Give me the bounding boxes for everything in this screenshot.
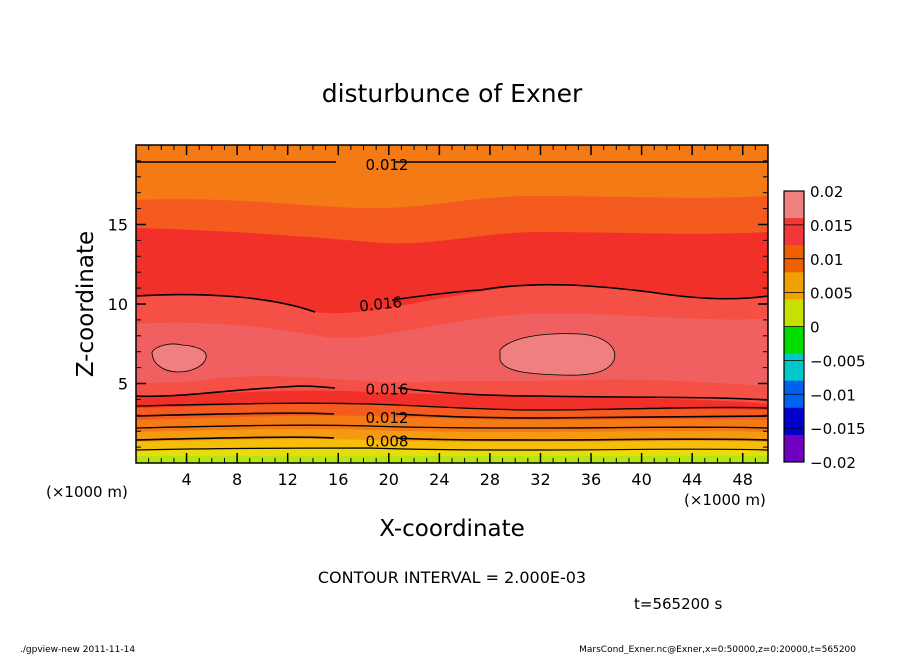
- band-max-right: [499, 333, 616, 376]
- x-tick-label: 20: [379, 470, 399, 489]
- contour-line-0.016-upper: [135, 283, 769, 313]
- x-unit-right: (×1000 m): [684, 491, 766, 509]
- colorbar-swatch: [784, 407, 804, 436]
- contour-interval-text: CONTOUR INTERVAL = 2.000E-03: [318, 568, 586, 587]
- colorbar-swatch: [784, 272, 804, 300]
- contour-line-0.008-lower: [135, 436, 769, 441]
- x-tick-label: 12: [278, 470, 298, 489]
- filled-contours: [136, 195, 768, 463]
- x-tick-label: 4: [181, 470, 191, 489]
- x-axis-label: X-coordinate: [379, 516, 525, 542]
- band-max-left: [151, 343, 207, 373]
- colorbar-swatch: [784, 299, 804, 327]
- contour-lines: [135, 161, 769, 451]
- contour-label: 0.012: [366, 409, 409, 427]
- contour-label: 0.016: [358, 293, 403, 315]
- colorbar-tick-label: −0.015: [810, 420, 866, 438]
- y-axis-label: Z-coordinate: [73, 231, 99, 377]
- colorbar-tick-label: 0: [810, 319, 820, 337]
- x-tick-label: 36: [581, 470, 601, 489]
- y-tick-label: 5: [118, 375, 128, 394]
- contour-line-0.010-lower: [135, 424, 769, 429]
- y-tick-label: 15: [108, 216, 128, 235]
- colorbar-tick-label: −0.01: [810, 386, 856, 404]
- footer-left: ./gpview-new 2011-11-14: [20, 645, 135, 654]
- contour-line-0.016-lower: [135, 385, 769, 401]
- footer-right: MarsCond_Exner.nc@Exner,x=0:50000,z=0:20…: [579, 645, 856, 654]
- contour-line-0.014-lower: [135, 402, 769, 411]
- colorbar-swatch: [784, 191, 804, 219]
- contour-labels: 0.012 0.016 0.016 0.012 0.008: [358, 156, 408, 451]
- y-tick-label: 10: [108, 295, 128, 314]
- time-label: t=565200 s: [634, 595, 722, 613]
- colorbar-tick-label: −0.005: [810, 352, 866, 370]
- colorbar-tick-label: −0.02: [810, 454, 856, 472]
- x-unit-left: (×1000 m): [46, 483, 128, 501]
- x-axis: 4 8 12 16 20 24 28 32 36 40 44 48: [135, 145, 769, 489]
- x-tick-label: 16: [328, 470, 348, 489]
- colorbar-tick-label: 0.015: [810, 217, 853, 235]
- x-tick-label: 48: [733, 470, 753, 489]
- contour-label: 0.012: [366, 156, 409, 174]
- colorbar-swatch: [784, 218, 804, 246]
- x-tick-label: 44: [682, 470, 702, 489]
- x-tick-label: 40: [631, 470, 651, 489]
- plot-area: 0.012 0.016 0.016 0.012 0.008: [135, 144, 769, 464]
- y-axis: 5 10 15: [108, 144, 768, 464]
- colorbar-swatch: [784, 353, 804, 382]
- contour-line-0.012-lower: [135, 412, 769, 419]
- band-pink: [136, 313, 768, 386]
- x-tick-label: 28: [480, 470, 500, 489]
- contour-line-0.006-lower: [135, 447, 769, 451]
- contour-label: 0.016: [366, 380, 409, 398]
- x-tick-label: 24: [429, 470, 449, 489]
- colorbar: 0.02 0.015 0.01 0.005 0 −0.005 −0.01 −0.015 −0.0…: [783, 183, 866, 472]
- colorbar-tick-label: 0.02: [810, 183, 843, 201]
- colorbar-tick-label: 0.005: [810, 285, 853, 303]
- colorbar-swatch: [784, 434, 804, 463]
- colorbar-swatch: [784, 326, 804, 355]
- x-tick-label: 8: [232, 470, 242, 489]
- x-tick-label: 32: [530, 470, 550, 489]
- chart-title: disturbunce of Exner: [322, 79, 583, 108]
- colorbar-tick-label: 0.01: [810, 251, 843, 269]
- contour-label: 0.008: [366, 433, 409, 451]
